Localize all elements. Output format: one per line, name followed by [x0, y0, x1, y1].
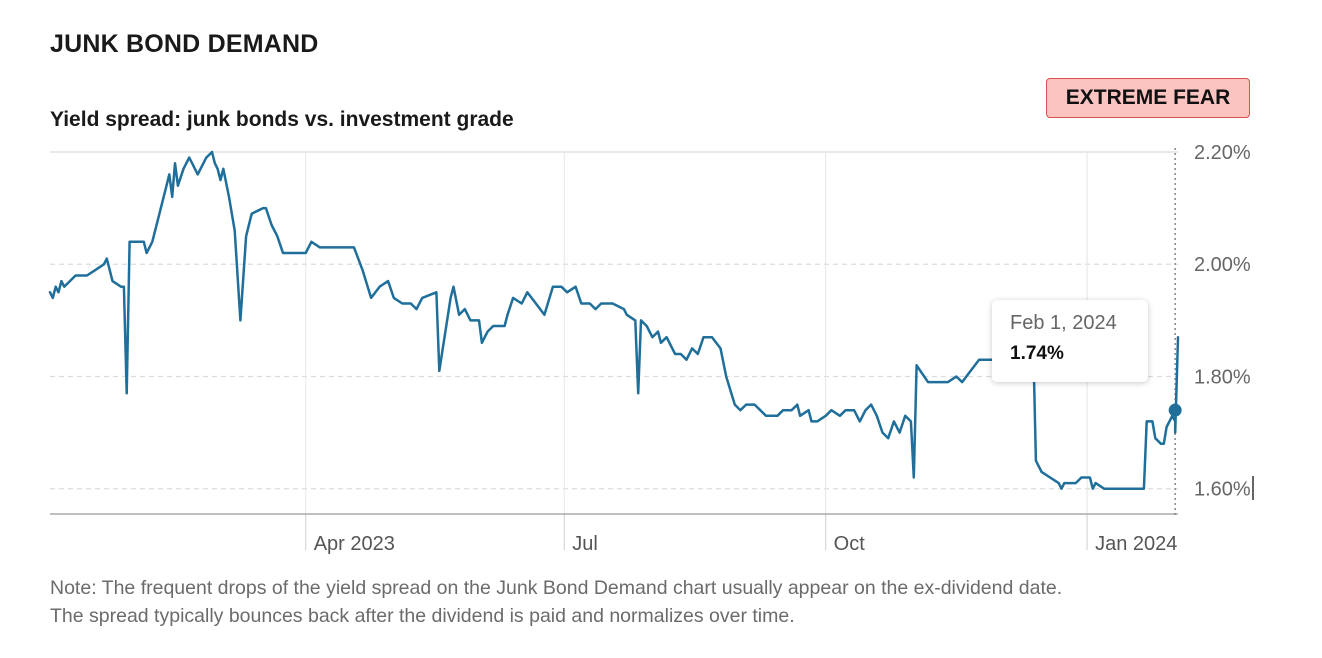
hover-tooltip: Feb 1, 2024 1.74%: [992, 300, 1148, 382]
chart-axes: [50, 148, 1254, 550]
y-tick-label: 2.00%: [1194, 254, 1251, 276]
y-tick-label: 1.80%: [1194, 366, 1251, 388]
chart-note: Note: The frequent drops of the yield sp…: [50, 574, 1270, 630]
sentiment-badge: EXTREME FEAR: [1046, 78, 1250, 118]
x-tick-label: Jul: [572, 533, 598, 555]
chart-title: JUNK BOND DEMAND: [50, 30, 319, 58]
tooltip-value: 1.74%: [1010, 343, 1064, 364]
note-line-1: Note: The frequent drops of the yield sp…: [50, 577, 1063, 599]
chart-subtitle: Yield spread: junk bonds vs. investment …: [50, 108, 514, 131]
tooltip-date: Feb 1, 2024: [1010, 312, 1117, 334]
x-tick-label: Apr 2023: [314, 533, 395, 555]
note-line-2: The spread typically bounces back after …: [50, 605, 795, 627]
chart-grid: [50, 151, 1178, 514]
y-tick-label: 1.60%: [1194, 479, 1251, 501]
line-chart[interactable]: 2.20% 2.00% 1.80% 1.60% Apr 2023 Jul Oct Jan 20…: [0, 0, 1322, 570]
chart-tick-labels: 2.20% 2.00% 1.80% 1.60% Apr 2023 Jul Oct Jan 20…: [314, 142, 1251, 555]
y-tick-label: 2.20%: [1194, 142, 1251, 164]
x-tick-label: Jan 2024: [1095, 533, 1177, 555]
x-tick-label: Oct: [834, 533, 866, 555]
highlight-point: [1168, 403, 1182, 417]
